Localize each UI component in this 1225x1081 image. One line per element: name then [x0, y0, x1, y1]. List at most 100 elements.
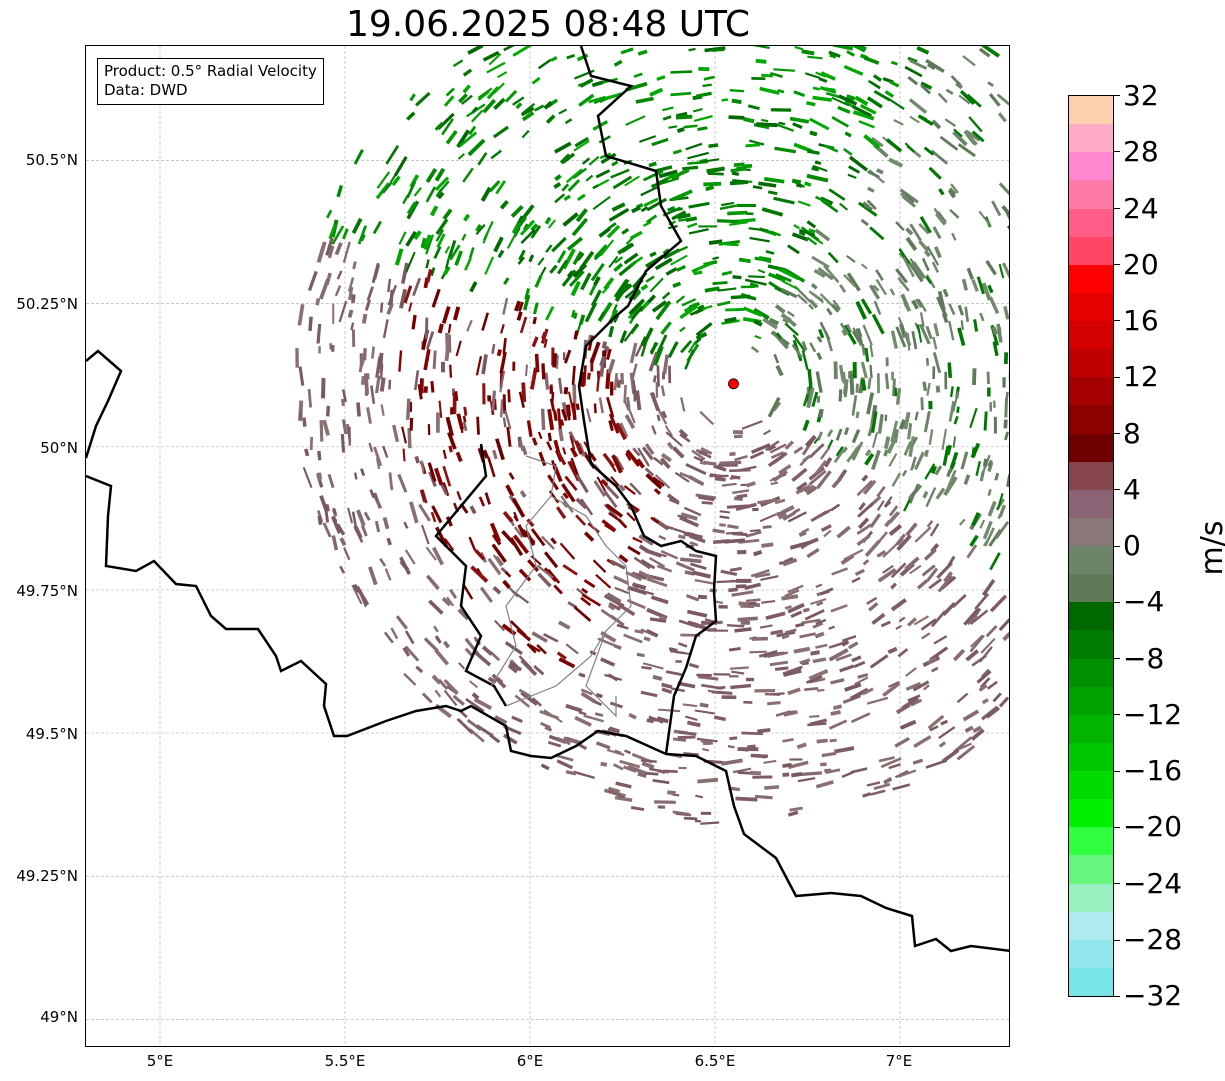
- echo-bin: [934, 465, 943, 476]
- echo-bin: [482, 221, 494, 241]
- echo-bin: [607, 222, 617, 230]
- echo-bin: [806, 387, 815, 409]
- echo-bin: [347, 277, 355, 292]
- echo-bin: [617, 379, 622, 389]
- echo-bin: [734, 218, 756, 224]
- lat-tick-label: 49.25°N: [16, 867, 78, 885]
- echo-bin: [811, 166, 820, 172]
- echo-bin: [639, 135, 657, 143]
- echo-bin: [502, 394, 507, 414]
- echo-bin: [640, 628, 658, 638]
- echo-bin: [737, 747, 759, 752]
- echo-bin: [925, 487, 937, 508]
- echo-bin: [503, 277, 510, 285]
- colorbar-unit-label: m/s: [1194, 520, 1225, 576]
- echo-bin: [442, 640, 451, 649]
- echo-bin: [461, 233, 467, 241]
- echo-bin: [576, 193, 586, 202]
- echo-bin: [331, 225, 345, 245]
- echo-bin: [867, 170, 880, 179]
- echo-bin: [538, 451, 547, 467]
- echo-bin: [839, 322, 850, 336]
- echo-bin: [465, 697, 485, 713]
- echo-bin: [665, 670, 682, 677]
- echo-bin: [652, 778, 670, 785]
- echo-bin: [713, 464, 727, 472]
- echo-bin: [819, 86, 837, 94]
- echo-bin: [685, 594, 700, 602]
- echo-bin: [854, 568, 866, 577]
- echo-bin: [781, 594, 799, 601]
- echo-bin: [942, 445, 950, 466]
- echo-bin: [504, 571, 512, 578]
- radar-map[interactable]: [85, 45, 1010, 1047]
- echo-bin: [595, 741, 611, 750]
- echo-bin: [462, 84, 471, 94]
- echo-bin: [742, 306, 763, 317]
- echo-bin: [680, 557, 702, 564]
- map-canvas[interactable]: [86, 46, 1010, 1047]
- echo-bin: [816, 336, 823, 343]
- echo-bin: [793, 90, 806, 97]
- echo-bin: [688, 534, 706, 544]
- echo-bin: [789, 116, 810, 124]
- echo-bin: [991, 200, 1002, 217]
- echo-bin: [565, 404, 572, 417]
- echo-bin: [734, 455, 748, 462]
- echo-bin: [366, 407, 372, 424]
- echo-bin: [572, 263, 588, 279]
- echo-bin: [595, 574, 612, 589]
- echo-bin: [633, 556, 651, 570]
- echo-bin: [889, 80, 900, 88]
- echo-bin: [675, 114, 693, 120]
- echo-bin: [556, 250, 567, 264]
- echo-bin: [514, 694, 531, 708]
- echo-bin: [898, 769, 917, 778]
- echo-bin: [890, 582, 898, 590]
- echo-bin: [693, 270, 703, 276]
- echo-bin: [985, 625, 998, 638]
- echo-bin: [434, 167, 446, 182]
- echo-bin: [889, 288, 896, 296]
- echo-bin: [623, 633, 643, 644]
- echo-bin: [828, 625, 835, 630]
- echo-bin: [443, 689, 458, 707]
- echo-bin: [762, 317, 779, 330]
- echo-bin: [491, 543, 507, 563]
- echo-bin: [719, 515, 730, 520]
- echo-bin: [624, 175, 640, 187]
- echo-bin: [814, 160, 822, 165]
- radar-site-dot: [728, 378, 739, 390]
- echo-bin: [810, 598, 827, 605]
- echo-bin: [656, 414, 661, 422]
- echo-bin: [685, 463, 707, 476]
- echo-bin: [812, 657, 827, 664]
- echo-bin: [528, 254, 535, 263]
- echo-bin: [836, 525, 851, 539]
- echo-bin: [764, 177, 785, 184]
- echo-bin: [512, 46, 533, 57]
- colorbar-tick-mark: [1113, 827, 1120, 829]
- echo-bin: [649, 87, 664, 97]
- echo-bin: [655, 300, 672, 321]
- echo-bin: [404, 645, 420, 662]
- echo-bin: [814, 195, 831, 205]
- echo-bin: [1003, 98, 1009, 105]
- echo-bin: [869, 654, 889, 669]
- echo-bin: [712, 528, 725, 534]
- echo-bin: [844, 100, 855, 109]
- echo-bin: [802, 419, 810, 432]
- echo-bin: [712, 256, 720, 261]
- echo-bin: [768, 317, 780, 326]
- border-north: [86, 349, 123, 459]
- echo-bin: [370, 385, 376, 405]
- echo-bin: [398, 350, 403, 372]
- echo-bin: [423, 637, 439, 653]
- echo-bin: [730, 167, 747, 173]
- echo-bin: [332, 507, 337, 515]
- echo-bin: [610, 476, 620, 487]
- echo-bin: [806, 101, 816, 107]
- echo-bin: [655, 381, 659, 398]
- echo-bin: [716, 579, 737, 584]
- echo-bin: [784, 440, 795, 450]
